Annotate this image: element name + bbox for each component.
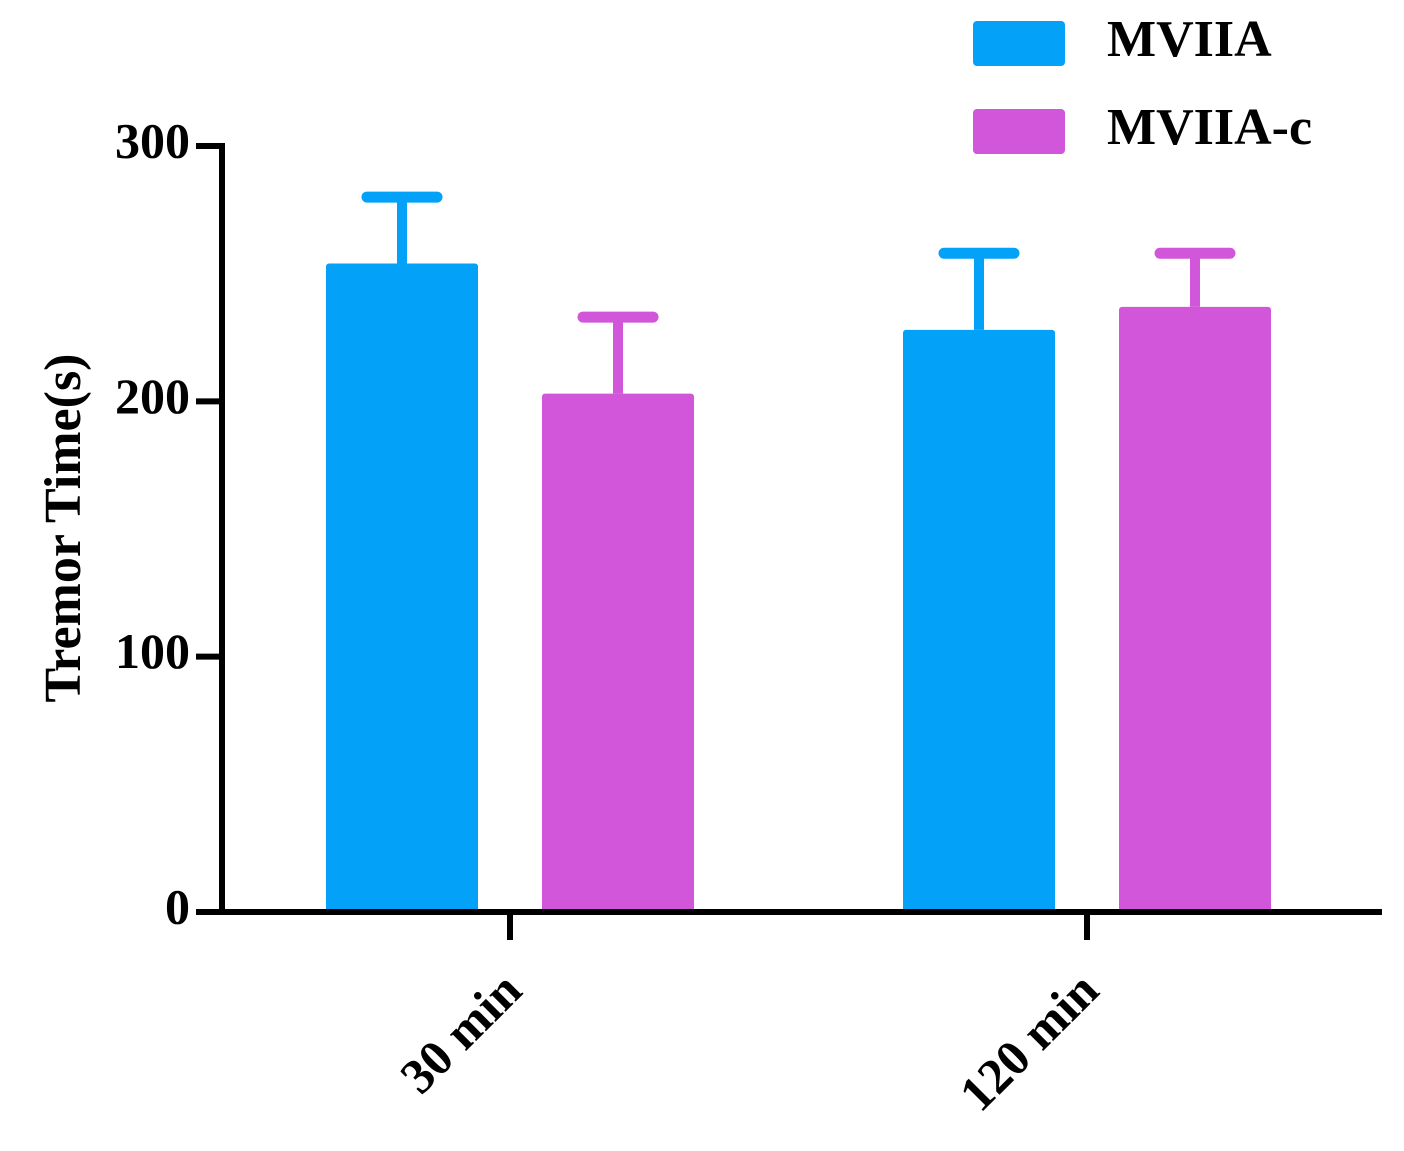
y-tick-label: 300 [115, 112, 190, 168]
legend: MVIIA MVIIA-c [973, 11, 1312, 156]
bar-mviia-c-30-min [542, 393, 694, 912]
y-tick-label: 100 [115, 623, 190, 679]
bar-mviia-30-min [326, 263, 478, 912]
legend-label-mviia: MVIIA [1107, 11, 1272, 68]
bar-mviia-c-120-min [1119, 306, 1271, 912]
y-tick-label: 200 [115, 368, 190, 424]
legend-swatch-mviia-c [973, 109, 1065, 154]
bar-mviia-120-min [903, 329, 1055, 913]
legend-swatch-mviia [973, 21, 1065, 66]
error-bars-layer [361, 191, 1236, 394]
y-axis-title: Tremor Time(s) [35, 353, 92, 702]
x-tick-label: 30 min [389, 961, 532, 1104]
bars-layer [326, 263, 1271, 913]
x-tick-label: 120 min [948, 961, 1109, 1122]
legend-label-mviia-c: MVIIA-c [1107, 99, 1312, 156]
y-tick-label: 0 [165, 878, 190, 934]
y-ticks: 0 100 200 300 [115, 112, 222, 934]
x-ticks: 30 min 120 min [389, 912, 1109, 1122]
